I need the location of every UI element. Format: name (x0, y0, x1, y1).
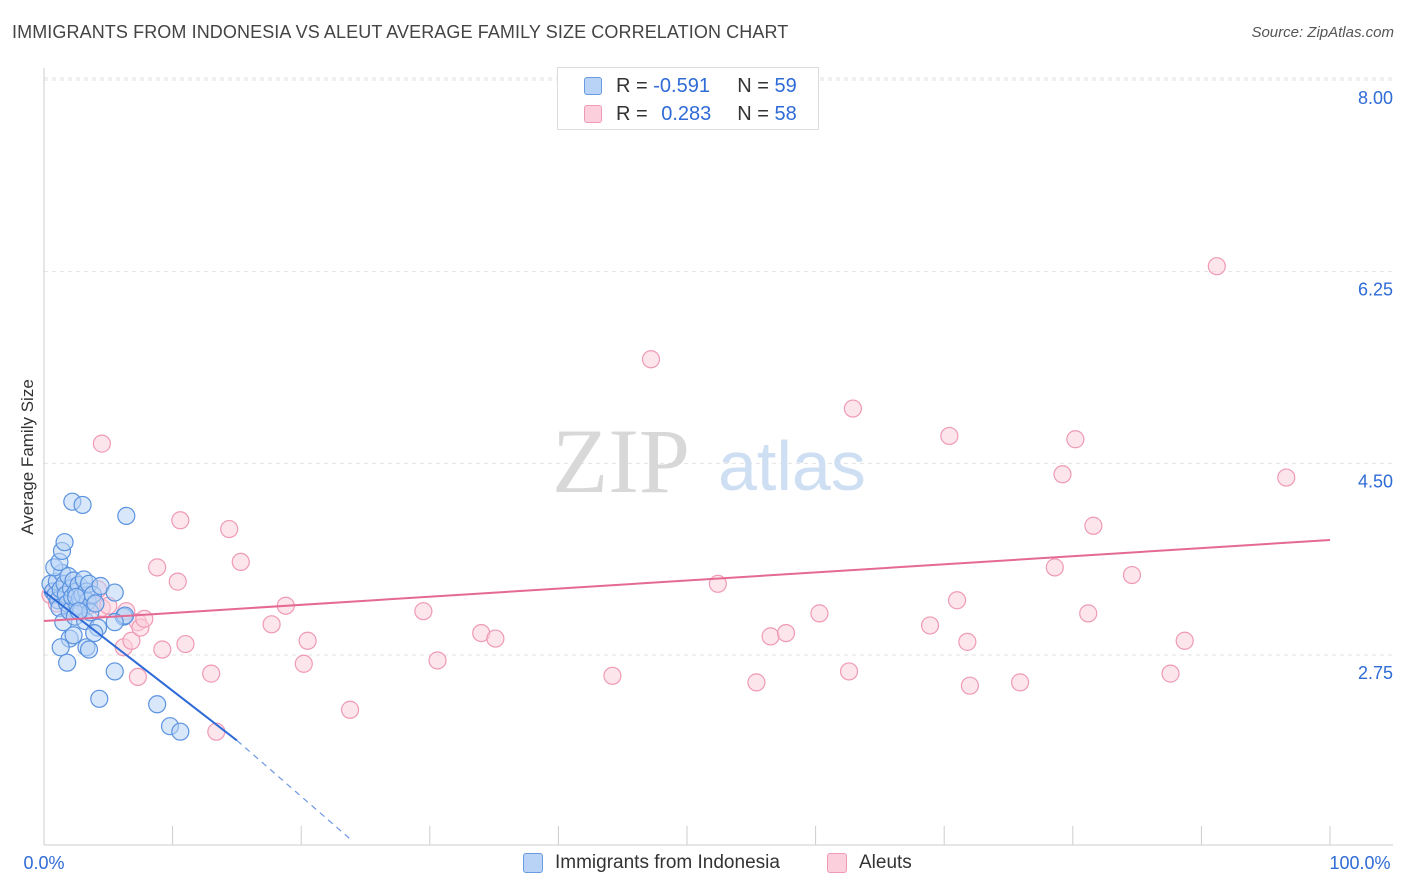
data-point (86, 594, 105, 613)
data-point (55, 533, 74, 552)
data-point (176, 634, 195, 654)
data-point (761, 627, 780, 646)
data-point (105, 613, 124, 632)
data-point (85, 623, 104, 643)
data-point (839, 662, 859, 681)
series-legend-aleuts: Aleuts (827, 852, 912, 874)
data-point (1053, 465, 1072, 484)
legend-n-value: 58 (774, 102, 797, 125)
data-point (148, 558, 167, 577)
data-point (843, 399, 862, 418)
y-tick-label: 2.75 (1358, 663, 1393, 683)
data-point (776, 623, 796, 643)
data-point (947, 591, 967, 610)
legend-r-value: 0.283 (661, 102, 712, 125)
data-point (73, 495, 92, 515)
data-point (105, 662, 124, 681)
data-point (153, 640, 172, 659)
legend-row-indonesia: R = -0.591 N = 59 (584, 73, 797, 99)
correlation-legend: R = -0.591 N = 59 R = 0.283 N = 58 (557, 67, 819, 130)
watermark-atlas: atlas (718, 427, 866, 505)
data-point (1045, 558, 1064, 577)
chart-source: Source: ZipAtlas.com (1251, 24, 1394, 41)
trend-line-indonesia (43, 590, 238, 742)
chart-title: IMMIGRANTS FROM INDONESIA VS ALEUT AVERA… (12, 22, 789, 42)
legend-r-value: -0.591 (653, 74, 710, 97)
data-point (1175, 631, 1194, 650)
trend-line-aleuts (43, 539, 1331, 623)
data-point (1079, 604, 1098, 623)
data-point (231, 552, 250, 572)
data-point (1277, 468, 1296, 487)
data-point (262, 615, 281, 634)
data-point (641, 350, 661, 369)
series-swatch-pink (827, 853, 847, 873)
trend-lines (43, 539, 1331, 842)
data-point (958, 632, 977, 651)
legend-n-label: N = (737, 74, 775, 97)
data-point (603, 666, 622, 685)
data-point (171, 722, 190, 741)
legend-r-label: R = (616, 102, 654, 125)
data-point (1122, 565, 1142, 585)
watermark-zip: ZIP (552, 410, 690, 512)
data-point (428, 651, 447, 670)
data-point (1066, 430, 1085, 449)
data-point (122, 631, 141, 650)
data-point (960, 676, 980, 695)
data-point (294, 654, 313, 673)
data-point (1161, 664, 1180, 683)
data-point (940, 426, 959, 446)
legend-swatch-pink (584, 105, 602, 123)
series-swatch-blue (523, 853, 543, 873)
data-point (90, 689, 109, 708)
y-tick-labels: 2.75 4.50 6.25 8.00 (1358, 88, 1393, 683)
data-point (128, 667, 147, 687)
x-tick-label-right: 100.0% (1329, 853, 1390, 873)
data-point (168, 572, 187, 591)
legend-n-label: N = (737, 102, 775, 125)
y-axis-label: Average Family Size (18, 379, 37, 535)
legend-swatch-blue (584, 77, 602, 95)
x-tick-label-left: 0.0% (23, 853, 64, 873)
data-point (414, 602, 433, 621)
data-point (117, 506, 136, 526)
data-point (171, 511, 190, 530)
series-label-indonesia: Immigrants from Indonesia (555, 852, 780, 873)
legend-r-label: R = (616, 74, 654, 97)
data-point (148, 695, 167, 714)
data-point (486, 629, 505, 648)
y-tick-label: 6.25 (1358, 280, 1393, 300)
legend-n-value: 59 (774, 74, 797, 97)
series-legend-indonesia: Immigrants from Indonesia (523, 852, 780, 874)
data-point (92, 434, 111, 453)
x-tick-marks (172, 826, 1331, 845)
data-point (1010, 673, 1030, 692)
data-point (340, 700, 360, 719)
data-point (1207, 257, 1226, 276)
data-point (135, 609, 154, 628)
data-point (202, 664, 221, 683)
legend-row-aleuts: R = 0.283 N = 58 (584, 101, 797, 127)
y-tick-label: 8.00 (1358, 88, 1393, 108)
series-label-aleuts: Aleuts (859, 852, 912, 873)
data-point (220, 519, 239, 539)
y-tick-label: 4.50 (1358, 471, 1393, 491)
data-point (58, 653, 77, 672)
trend-line-indonesia-extension (236, 739, 354, 842)
data-point (105, 583, 124, 602)
data-point (64, 626, 83, 645)
data-point (920, 616, 940, 635)
data-point (298, 631, 317, 650)
data-point (810, 604, 829, 623)
data-point (51, 638, 70, 657)
data-point (79, 640, 99, 659)
data-point (747, 673, 766, 692)
data-point (1084, 516, 1103, 535)
watermark: ZIP atlas (552, 410, 866, 512)
